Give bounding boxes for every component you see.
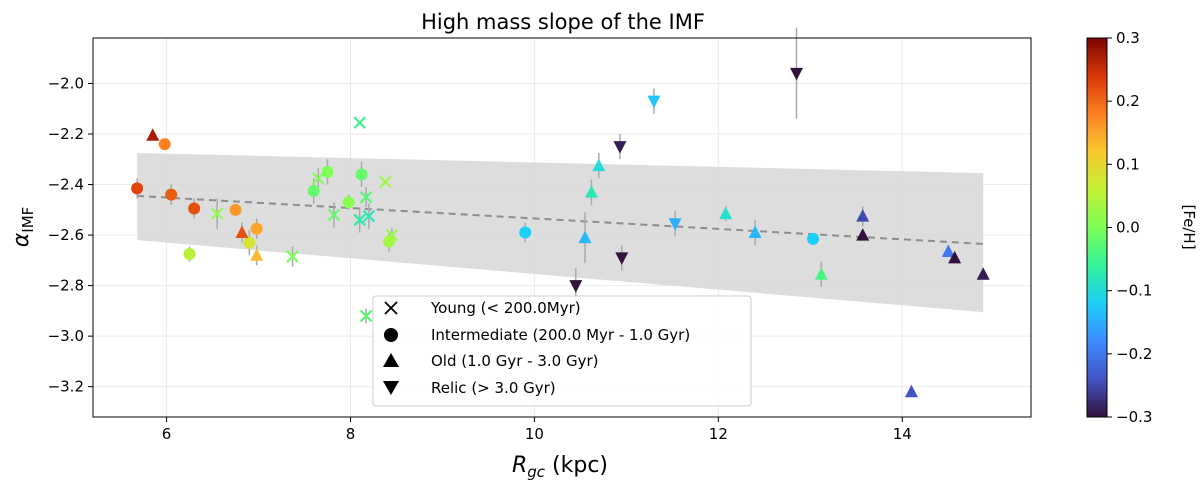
point-relic (569, 280, 583, 293)
point-relic (613, 141, 627, 154)
point-young (359, 190, 373, 204)
confidence-band (137, 152, 984, 313)
x-tick-label: 6 (162, 425, 172, 443)
y-tick-label: −3.0 (48, 327, 84, 345)
point-old (719, 206, 733, 220)
y-tick-label: −2.2 (48, 125, 84, 143)
legend-marker-triangle-down-icon (383, 381, 399, 395)
point-intermediate (165, 188, 178, 201)
point-young (312, 171, 325, 185)
colorbar-tick-label: 0.2 (1116, 92, 1140, 110)
point-old (856, 228, 870, 241)
y-tick-label: −2.0 (48, 74, 84, 92)
point-young (327, 208, 341, 222)
point-young (379, 175, 392, 189)
x-tick-label: 10 (525, 425, 544, 443)
point-intermediate (519, 226, 532, 239)
point-old (941, 244, 955, 258)
point-young (362, 209, 376, 223)
legend-relic: Relic (> 3.0 Gyr) (431, 379, 556, 397)
point-relic (615, 252, 629, 265)
legend-box (372, 295, 752, 407)
point-relic (647, 95, 661, 109)
point-old (250, 248, 264, 261)
legend-old: Old (1.0 Gyr - 3.0 Gyr) (431, 352, 599, 370)
point-old (584, 185, 598, 198)
point-young (210, 207, 224, 220)
colorbar-tick-label: −0.2 (1116, 345, 1152, 363)
colorbar-tick-label: 0.3 (1116, 29, 1140, 47)
legend-marker-circle-icon (384, 328, 398, 342)
point-intermediate (158, 138, 171, 151)
point-old (814, 267, 828, 280)
x-tick-label: 8 (346, 425, 356, 443)
y-tick-label: −2.6 (48, 226, 84, 244)
colorbar-label: [Fe/H] (1180, 204, 1198, 249)
confidence-band-layer (137, 152, 984, 313)
point-young (353, 116, 366, 129)
point-old (578, 230, 592, 244)
colorbar-tick-label: −0.1 (1116, 282, 1152, 300)
chart-title: High mass slope of the IMF (421, 10, 705, 34)
y-tick-label: −2.8 (48, 277, 84, 295)
point-old (592, 158, 606, 172)
point-intermediate (807, 232, 820, 245)
point-old (976, 267, 990, 280)
y-axis-ticks: −3.2 −3.0 −2.8 −2.6 −2.4 −2.2 −2.0 (48, 74, 93, 396)
point-young (353, 213, 366, 227)
point-young (286, 250, 299, 263)
colorbar-tick-label: −0.3 (1116, 408, 1152, 426)
x-axis-label-unit: (kpc) (545, 453, 608, 478)
point-relic (668, 218, 682, 231)
x-axis-label-sub: gc (527, 463, 546, 481)
legend-marker-triangle-up-icon (383, 353, 399, 367)
y-tick-label: −3.2 (48, 378, 84, 396)
x-axis-label-var: R (512, 453, 527, 478)
point-old (748, 225, 762, 239)
point-intermediate (131, 182, 144, 195)
data-points (131, 67, 990, 398)
point-intermediate (250, 222, 263, 235)
x-tick-label: 12 (709, 425, 728, 443)
y-tick-label: −2.4 (48, 176, 84, 194)
y-axis-label: αIMF (9, 207, 37, 248)
point-intermediate (243, 236, 256, 249)
point-old (856, 209, 870, 222)
x-axis-label: Rgc (kpc) (512, 453, 608, 481)
point-relic (790, 67, 803, 81)
point-young (359, 309, 373, 323)
legend: Young (< 200.0Myr) Intermediate (200.0 M… (372, 295, 752, 407)
y-axis-label-sub: IMF (19, 207, 37, 233)
point-intermediate (229, 203, 242, 216)
colorbar-tick-label: 0.1 (1116, 155, 1140, 173)
point-intermediate (383, 235, 396, 248)
colorbar (1086, 37, 1108, 418)
point-old (235, 225, 249, 239)
y-axis-label-var: α (9, 232, 34, 247)
plot-frame (92, 37, 1032, 418)
point-intermediate (321, 165, 334, 178)
colorbar-tick-label: 0.0 (1116, 219, 1140, 237)
x-axis-ticks: 6 8 10 12 14 (162, 417, 912, 443)
point-old (904, 384, 918, 398)
point-intermediate (307, 184, 320, 197)
fit-line (137, 194, 984, 245)
point-intermediate (342, 196, 355, 209)
point-old (948, 250, 962, 264)
point-intermediate (183, 248, 196, 261)
x-tick-label: 14 (893, 425, 912, 443)
point-old (146, 128, 160, 141)
legend-marker-x-icon (384, 301, 398, 315)
point-intermediate (188, 202, 201, 215)
colorbar-ticks: 0.3 0.2 0.1 0.0 −0.1 −0.2 −0.3 (1107, 29, 1152, 426)
legend-intermediate: Intermediate (200.0 Myr - 1.0 Gyr) (431, 326, 690, 344)
point-intermediate (355, 168, 368, 181)
legend-young: Young (< 200.0Myr) (430, 299, 581, 317)
